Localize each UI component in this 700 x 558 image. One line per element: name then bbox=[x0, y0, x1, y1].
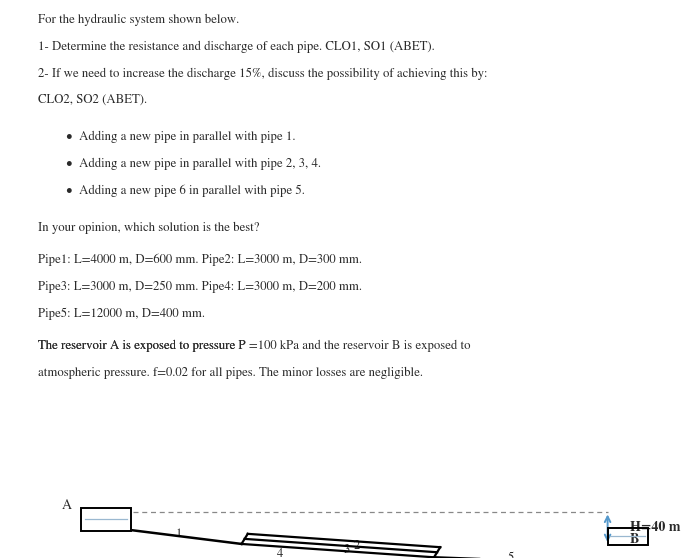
Text: 2- If we need to increase the discharge 15%, discuss the possibility of achievin: 2- If we need to increase the discharge … bbox=[38, 68, 488, 80]
Text: 3: 3 bbox=[344, 544, 349, 556]
Text: In your opinion, which solution is the best?: In your opinion, which solution is the b… bbox=[38, 222, 260, 234]
Text: Pipe5: L=12000 m, D=400 mm.: Pipe5: L=12000 m, D=400 mm. bbox=[38, 307, 206, 320]
Text: Pipe3: L=3000 m, D=250 mm. Pipe4: L=3000 m, D=200 mm.: Pipe3: L=3000 m, D=250 mm. Pipe4: L=3000… bbox=[38, 281, 363, 293]
Text: •  Adding a new pipe in parallel with pipe 2, 3, 4.: • Adding a new pipe in parallel with pip… bbox=[66, 158, 321, 170]
Text: H=40 m: H=40 m bbox=[630, 521, 680, 534]
Text: The reservoir A is exposed to pressure P: The reservoir A is exposed to pressure P bbox=[38, 340, 246, 352]
Text: •  Adding a new pipe in parallel with pipe 1.: • Adding a new pipe in parallel with pip… bbox=[66, 131, 296, 143]
Text: CLO2, SO2 (ABET).: CLO2, SO2 (ABET). bbox=[38, 94, 148, 106]
Bar bbox=[80, 508, 131, 531]
Text: •  Adding a new pipe 6 in parallel with pipe 5.: • Adding a new pipe 6 in parallel with p… bbox=[66, 185, 305, 197]
Text: 5: 5 bbox=[508, 552, 514, 558]
Text: atmospheric pressure. f=0.02 for all pipes. The minor losses are negligible.: atmospheric pressure. f=0.02 for all pip… bbox=[38, 367, 423, 379]
Text: 4: 4 bbox=[277, 548, 283, 558]
Text: B: B bbox=[630, 533, 639, 546]
Text: Pipe1: L=4000 m, D=600 mm. Pipe2: L=3000 m, D=300 mm.: Pipe1: L=4000 m, D=600 mm. Pipe2: L=3000… bbox=[38, 254, 363, 266]
Text: A: A bbox=[62, 499, 71, 512]
Text: The reservoir A is exposed to pressure Pₐ=100 kPa and the reservoir B is exposed: The reservoir A is exposed to pressure P… bbox=[38, 340, 471, 352]
Text: 2: 2 bbox=[354, 540, 360, 552]
Text: 1- Determine the resistance and discharge of each pipe. CLO1, SO1 (ABET).: 1- Determine the resistance and discharg… bbox=[38, 41, 435, 53]
Text: For the hydraulic system shown below.: For the hydraulic system shown below. bbox=[38, 14, 239, 26]
Bar bbox=[608, 528, 648, 545]
Text: 1: 1 bbox=[176, 528, 181, 541]
